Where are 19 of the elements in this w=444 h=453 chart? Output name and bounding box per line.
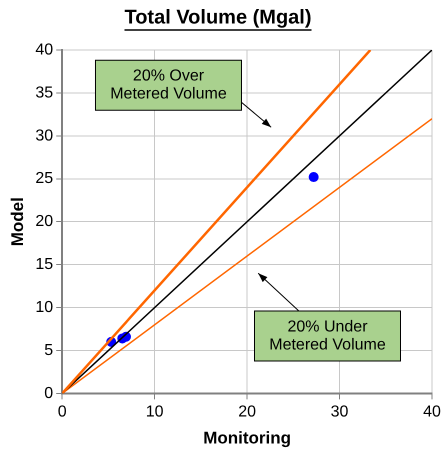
x-axis-title: Monitoring [203,428,292,448]
x-tick-label: 0 [58,403,67,420]
annotation: 20% Under Metered Volume [269,318,386,354]
y-tick-label: 25 [35,170,54,188]
y-tick-label: 15 [35,256,54,274]
x-tick-label: 40 [423,403,441,420]
x-tick-label: 10 [146,403,164,420]
y-axis-title: Model [8,197,27,246]
annotation: 20% Over Metered Volume [110,68,227,103]
y-tick-label: 40 [35,41,54,58]
y-tick-label: 35 [35,84,54,102]
y-tick-label: 20 [35,213,54,230]
y-tick-label: 5 [44,342,54,359]
x-tick-label: 20 [238,403,256,420]
x-tick-label: 30 [330,403,349,420]
y-tick-label: 30 [35,127,54,144]
y-tick-label: 10 [35,298,54,316]
y-tick-label: 0 [44,384,54,402]
chart-title: Total Volume (Mgal) [124,6,312,29]
